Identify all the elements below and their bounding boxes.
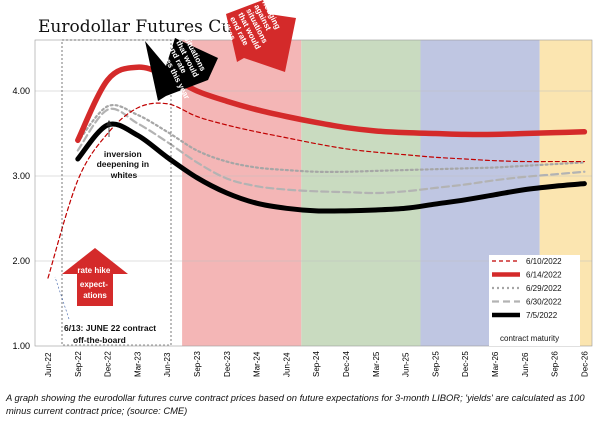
legend-label: 6/30/2022 <box>526 298 562 307</box>
series-line-7-5-2022 <box>75 121 587 214</box>
x-tick-label: Dec-24 <box>342 351 351 377</box>
legend: 6/10/2022 6/14/2022 6/29/2022 6/30/2022 7/5/… <box>489 255 580 346</box>
svg-text:hedging against si: hedging against situations that would en… <box>220 0 287 61</box>
plot-border <box>34 39 593 347</box>
rate-hike-arrow: rate hike expect- ations <box>62 248 128 306</box>
x-tick-label: Mar-24 <box>253 351 262 377</box>
x-tick-label: Dec-26 <box>580 351 589 377</box>
svg-text:6/13: JUNE 22 contract o: 6/13: JUNE 22 contract off-the-board <box>64 323 159 345</box>
eurodollar-futures-chart: 1.00 2.00 3.00 4.00 Jun-22 Sep-22 Dec-22 Mar-2… <box>12 0 593 377</box>
x-tick-label: Jun-22 <box>44 352 53 377</box>
situations-arrow: situations that would end rate hikes thi… <box>145 35 218 101</box>
inversion-annotation: inversion deepening in whites <box>97 120 152 180</box>
svg-text:inversion deepening in: inversion deepening in whites <box>97 149 152 180</box>
y-tick-label: 4.00 <box>12 86 30 96</box>
y-axis-ticks: 1.00 2.00 3.00 4.00 <box>12 86 30 351</box>
x-tick-label: Sep-23 <box>193 351 202 377</box>
svg-text:rate hike expect-: rate hike expect- ations <box>77 266 112 300</box>
contract-note-annotation: 6/13: JUNE 22 contract off-the-board <box>54 276 159 345</box>
y-tick-label: 2.00 <box>12 256 30 266</box>
x-tick-label: Jun-25 <box>402 352 411 377</box>
x-tick-label: Jun-24 <box>282 352 291 377</box>
legend-label: 7/5/2022 <box>526 311 558 320</box>
x-axis-title: contract maturity <box>500 334 559 343</box>
x-axis-ticks: Jun-22 Sep-22 Dec-22 Mar-23 Jun-23 Sep-23 Dec-… <box>44 351 589 377</box>
y-tick-label: 1.00 <box>12 341 30 351</box>
x-tick-label: Dec-23 <box>223 351 232 377</box>
x-tick-label: Sep-22 <box>74 351 83 377</box>
x-tick-label: Jun-26 <box>521 352 530 377</box>
x-tick-label: Jun-23 <box>163 352 172 377</box>
x-tick-label: Mar-26 <box>491 351 500 377</box>
x-tick-label: Dec-22 <box>104 351 113 377</box>
x-tick-label: Sep-25 <box>431 351 440 377</box>
series-line-6-29-2022 <box>76 104 586 174</box>
y-tick-label: 3.00 <box>12 171 30 181</box>
hedging-arrow: hedging against situations that would en… <box>220 0 296 72</box>
x-tick-label: Mar-23 <box>133 351 142 377</box>
x-tick-label: Dec-25 <box>461 351 470 377</box>
chart-title: Eurodollar Futures Curve <box>38 17 260 37</box>
x-tick-label: Sep-26 <box>551 351 560 377</box>
shaded-region-1 <box>182 40 302 346</box>
legend-label: 6/29/2022 <box>526 284 562 293</box>
legend-label: 6/14/2022 <box>526 271 562 280</box>
dashed-selection-box <box>61 39 172 346</box>
legend-label: 6/10/2022 <box>526 257 562 266</box>
x-tick-label: Mar-25 <box>372 351 381 377</box>
series-line-6-10-2022 <box>47 102 585 279</box>
x-tick-label: Sep-24 <box>312 351 321 377</box>
figure-caption: A graph showing the eurodollar futures c… <box>6 392 585 416</box>
series-line-6-30-2022 <box>76 107 586 195</box>
